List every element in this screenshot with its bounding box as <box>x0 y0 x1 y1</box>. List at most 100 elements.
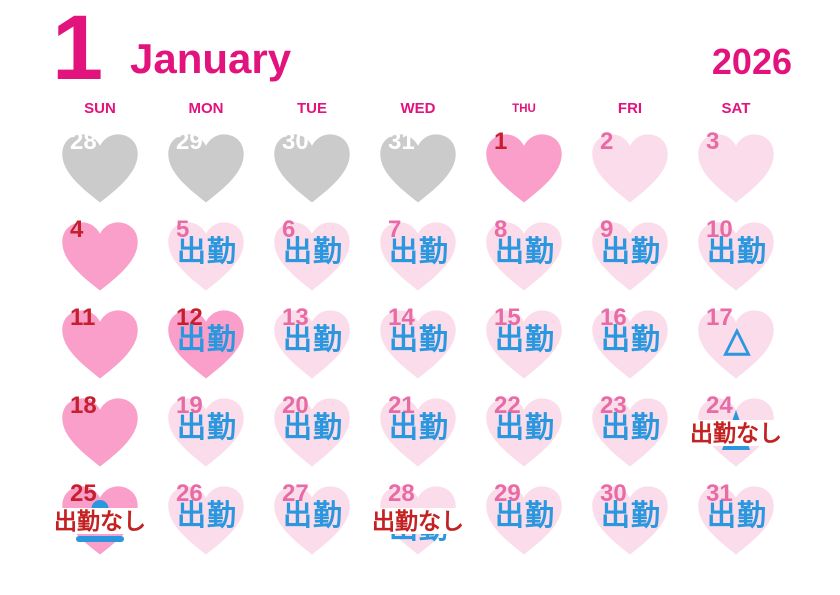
no-work-strip: 出勤なし <box>359 508 477 534</box>
heart-icon <box>592 486 668 555</box>
heart-icon <box>486 222 562 291</box>
heart-icon <box>380 310 456 379</box>
day-cell: 26 出勤 <box>153 476 259 564</box>
heart-icon <box>592 310 668 379</box>
day-cell: 20 出勤 <box>259 388 365 476</box>
day-cell: 30 出勤 <box>577 476 683 564</box>
day-number: 31 <box>706 480 733 507</box>
weekday-tue: TUE <box>297 100 327 117</box>
no-work-label: 出勤なし <box>54 507 146 534</box>
day-cell: 27 出勤 <box>259 476 365 564</box>
heart-icon <box>168 486 244 555</box>
day-number: 19 <box>176 392 203 419</box>
day-cell: 31 出勤 <box>683 476 789 564</box>
day-number: 27 <box>282 480 309 507</box>
day-cell: 9 出勤 <box>577 212 683 300</box>
day-number: 29 <box>176 128 203 155</box>
day-cell: 6 出勤 <box>259 212 365 300</box>
work-label: 出勤 <box>494 500 555 532</box>
no-work-label: 出勤なし <box>690 419 782 446</box>
day-cell: 10 出勤 <box>683 212 789 300</box>
day-cell: 3 <box>683 124 789 212</box>
heart-icon <box>698 310 774 379</box>
weekday-row: SUN MON TUE WED THU FRI SAT <box>47 100 789 118</box>
heart-icon <box>274 310 350 379</box>
work-label: 出勤 <box>282 500 343 532</box>
day-number: 21 <box>388 392 415 419</box>
heart-icon <box>592 398 668 467</box>
no-work-label: 出勤なし <box>372 507 464 534</box>
day-cell: 14 出勤 <box>365 300 471 388</box>
work-label: 出勤 <box>388 412 449 444</box>
heart-icon <box>592 134 668 203</box>
heart-icon <box>274 486 350 555</box>
day-cell: 28 <box>47 124 153 212</box>
work-label: 出勤 <box>600 236 661 268</box>
year: 2026 <box>711 41 792 82</box>
heart-icon <box>168 222 244 291</box>
day-number: 4 <box>70 216 84 243</box>
day-cell: 19 出勤 <box>153 388 259 476</box>
day-cell: 11 <box>47 300 153 388</box>
heart-icon <box>486 310 562 379</box>
heart-icon <box>168 134 244 203</box>
day-cell: 17 △ <box>683 300 789 388</box>
work-label: 出勤 <box>706 500 767 532</box>
heart-icon <box>486 398 562 467</box>
day-cell: 12 出勤 <box>153 300 259 388</box>
heart-icon <box>698 222 774 291</box>
day-number: 30 <box>282 128 309 155</box>
day-cell: 21 出勤 <box>365 388 471 476</box>
work-label: 出勤 <box>600 412 661 444</box>
heart-icon <box>380 134 456 203</box>
weekday-thu: THU <box>512 103 536 115</box>
day-number: 30 <box>600 480 627 507</box>
day-number: 16 <box>600 304 627 331</box>
heart-icon <box>592 222 668 291</box>
day-cell: 31 <box>365 124 471 212</box>
day-cell: 29 <box>153 124 259 212</box>
day-number: 14 <box>388 304 415 331</box>
work-label: 出勤 <box>282 412 343 444</box>
day-cell: 5 出勤 <box>153 212 259 300</box>
day-cell: 30 <box>259 124 365 212</box>
triangle-mark: △ <box>723 321 751 359</box>
day-number: 24 <box>706 392 733 419</box>
no-work-strip: 出勤なし <box>41 508 159 534</box>
heart-icon <box>274 398 350 467</box>
day-number: 8 <box>494 216 508 243</box>
work-label: 出勤 <box>282 236 343 268</box>
work-label: 出勤 <box>494 324 555 356</box>
day-number: 9 <box>600 216 614 243</box>
work-label: 出勤 <box>600 500 661 532</box>
day-number: 6 <box>282 216 296 243</box>
heart-icon <box>62 310 138 379</box>
day-cell: 2 <box>577 124 683 212</box>
day-number: 26 <box>176 480 203 507</box>
work-label: 出勤 <box>388 236 449 268</box>
calendar-grid: 28 29 30 31 1 2 3 4 5 出勤 6 出勤 7 出勤 8 出勤 9 出勤 10 出勤 11 12 出勤 13 出… <box>41 124 795 564</box>
work-label: 出勤 <box>494 236 555 268</box>
heart-icon <box>62 134 138 203</box>
day-number: 23 <box>600 392 627 419</box>
day-cell: 16 出勤 <box>577 300 683 388</box>
heart-icon <box>168 398 244 467</box>
heart-icon <box>698 486 774 555</box>
day-cell: 15 出勤 <box>471 300 577 388</box>
day-number: 13 <box>282 304 309 331</box>
day-number: 10 <box>706 216 733 243</box>
day-number: 12 <box>176 304 203 331</box>
weekday-wed: WED <box>400 100 436 117</box>
weekday-mon: MON <box>188 100 224 117</box>
day-cell: 22 出勤 <box>471 388 577 476</box>
work-label: 出勤 <box>282 324 343 356</box>
hidden-mark-bottom <box>76 536 124 542</box>
day-number: 11 <box>70 304 96 331</box>
heart-icon <box>380 222 456 291</box>
heart-icon <box>698 134 774 203</box>
day-number: 7 <box>388 216 402 243</box>
no-work-strip: 出勤なし <box>677 420 795 446</box>
day-number: 22 <box>494 392 521 419</box>
day-cell: 7 出勤 <box>365 212 471 300</box>
